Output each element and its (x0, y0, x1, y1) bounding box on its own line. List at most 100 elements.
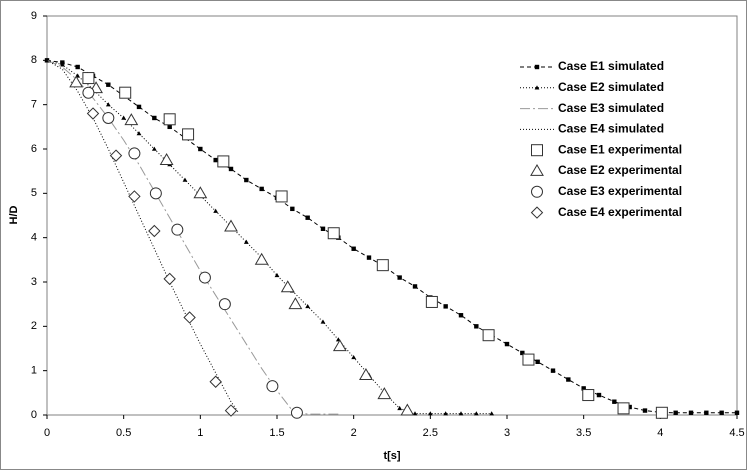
marker (102, 111, 115, 124)
marker (182, 128, 195, 141)
legend-label: Case E4 experimental (558, 205, 682, 219)
marker (148, 224, 161, 238)
y-tick-label: 2 (31, 320, 37, 332)
marker (612, 399, 617, 404)
marker (86, 107, 100, 120)
marker (412, 411, 418, 416)
marker (377, 387, 392, 400)
series-line (46, 59, 492, 415)
marker (136, 104, 142, 110)
marker (167, 124, 172, 130)
marker (673, 410, 678, 415)
legend-swatch (534, 64, 540, 70)
marker (119, 86, 132, 99)
marker (128, 190, 141, 203)
y-axis-label: H/D (8, 205, 20, 224)
y-tick-label: 1 (31, 365, 37, 377)
marker (213, 157, 218, 163)
marker (224, 219, 238, 232)
marker (274, 272, 280, 278)
marker (182, 177, 188, 182)
marker (224, 404, 238, 417)
marker (75, 64, 80, 70)
marker (474, 324, 479, 329)
marker (596, 392, 602, 398)
x-tick-label: 4 (657, 427, 663, 439)
marker (149, 187, 162, 200)
marker (183, 311, 196, 324)
marker (290, 206, 295, 212)
marker (193, 186, 208, 199)
marker (566, 377, 571, 382)
legend-swatch (531, 185, 543, 198)
marker (627, 404, 632, 410)
series-line (46, 59, 339, 415)
marker (82, 86, 95, 99)
marker (213, 208, 219, 213)
marker (327, 227, 340, 240)
marker (106, 82, 111, 87)
marker (535, 359, 540, 364)
x-tick-label: 3.5 (576, 427, 591, 439)
marker (425, 295, 438, 308)
marker (209, 375, 222, 388)
x-tick-label: 2.5 (423, 427, 438, 439)
marker (366, 255, 372, 260)
marker (582, 389, 595, 402)
marker (217, 155, 230, 168)
marker (704, 410, 709, 415)
marker (305, 215, 310, 220)
marker (642, 408, 648, 413)
series-line (46, 59, 240, 414)
x-tick-label: 3 (504, 427, 510, 439)
marker (163, 113, 176, 126)
y-tick-label: 6 (31, 143, 37, 155)
marker (280, 280, 295, 293)
x-tick-label: 2 (351, 427, 357, 439)
marker (244, 177, 249, 183)
marker (734, 410, 740, 415)
y-tick-label: 9 (31, 10, 37, 22)
marker (151, 146, 157, 151)
marker (171, 223, 184, 236)
marker (243, 239, 249, 244)
x-tick-label: 4.5 (729, 427, 744, 439)
marker (266, 380, 279, 393)
marker (412, 284, 418, 289)
marker (254, 252, 269, 265)
marker (128, 147, 141, 160)
marker (69, 75, 84, 88)
legend-label: Case E4 simulated (558, 122, 664, 136)
y-tick-label: 0 (31, 409, 37, 421)
marker (550, 368, 556, 373)
legend-swatch (530, 206, 544, 219)
legend-label: Case E2 simulated (558, 80, 664, 94)
marker (397, 405, 403, 411)
marker (520, 350, 525, 356)
y-tick-label: 4 (31, 232, 37, 244)
marker (443, 304, 448, 309)
legend: Case E1 simulated Case E2 simulated Case E… (520, 59, 682, 219)
marker (152, 115, 157, 121)
marker (482, 329, 495, 342)
legend-label: Case E3 experimental (558, 184, 682, 198)
marker (159, 153, 174, 165)
x-tick-label: 1.5 (269, 427, 284, 439)
marker (136, 131, 142, 136)
marker (163, 272, 176, 286)
marker (473, 411, 479, 416)
y-tick-label: 7 (31, 99, 37, 111)
marker (109, 149, 123, 162)
marker (655, 406, 668, 419)
marker (320, 226, 326, 231)
marker (427, 411, 433, 416)
marker (359, 368, 373, 380)
marker (105, 102, 111, 107)
marker (332, 339, 347, 352)
x-tick-label: 0 (44, 427, 50, 439)
marker (290, 406, 303, 419)
marker (82, 72, 95, 85)
marker (320, 319, 326, 324)
marker (458, 411, 464, 416)
